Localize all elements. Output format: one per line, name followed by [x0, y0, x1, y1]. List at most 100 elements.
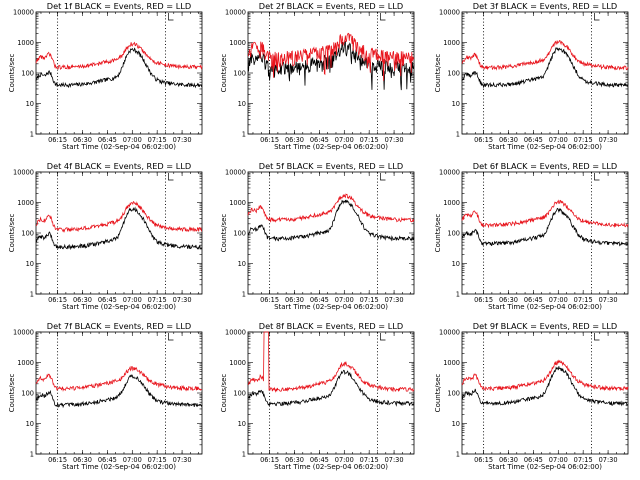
x-tick-label: 06:15 — [260, 456, 279, 464]
x-axis-label: Start Time (02-Sep-04 06:02:00) — [488, 463, 602, 471]
x-tick-label: 07:00 — [123, 296, 142, 304]
x-tick-label: 06:45 — [310, 296, 329, 304]
panel-title: Det 7f BLACK = Events, RED = LLD — [47, 321, 191, 331]
y-axis-label: Counts/sec — [220, 54, 228, 93]
panel-8: Det 8f BLACK = Events, RED = LLD 1 10 100 10… — [220, 321, 415, 471]
y-tick-label: 10000 — [225, 168, 246, 176]
lld-series-line — [247, 193, 415, 223]
y-tick-label: 1 — [242, 290, 246, 298]
events-series-line — [35, 206, 203, 251]
panel-title: Det 5f BLACK = Events, RED = LLD — [259, 161, 403, 171]
panel-title: Det 8f BLACK = Events, RED = LLD — [259, 321, 403, 331]
y-tick-label: 100 — [447, 229, 460, 237]
y-tick-label: 1 — [456, 130, 460, 138]
panel-title: Det 2f BLACK = Events, RED = LLD — [259, 1, 403, 11]
events-series-line — [35, 47, 203, 89]
x-tick-label: 06:45 — [98, 296, 117, 304]
y-tick-label: 1 — [242, 450, 246, 458]
x-tick-label: 07:15 — [148, 456, 167, 464]
marker-bracket — [594, 173, 600, 181]
panel-title: Det 3f BLACK = Events, RED = LLD — [473, 1, 617, 11]
panel-title: Det 1f BLACK = Events, RED = LLD — [47, 1, 191, 11]
x-tick-label: 06:15 — [48, 296, 67, 304]
y-tick-label: 1 — [30, 130, 34, 138]
x-axis-label: Start Time (02-Sep-04 06:02:00) — [62, 303, 176, 311]
x-tick-label: 06:45 — [310, 456, 329, 464]
x-tick-label: 07:15 — [148, 136, 167, 144]
y-tick-label: 10 — [452, 260, 460, 268]
lld-series-line — [461, 199, 629, 229]
lld-series-line — [247, 32, 415, 81]
lld-series-line — [35, 201, 203, 233]
panel-5: Det 5f BLACK = Events, RED = LLD 1 10 100 10… — [220, 161, 415, 311]
x-tick-label: 06:15 — [260, 296, 279, 304]
y-tick-label: 100 — [21, 69, 34, 77]
y-tick-label: 10000 — [13, 8, 34, 16]
y-axis-label: Counts/sec — [8, 214, 16, 253]
y-axis-label: Counts/sec — [8, 374, 16, 413]
x-tick-label: 07:30 — [385, 296, 404, 304]
x-tick-label: 06:45 — [98, 456, 117, 464]
x-tick-label: 06:30 — [73, 296, 92, 304]
y-tick-label: 1000 — [17, 199, 34, 207]
y-tick-label: 10000 — [439, 168, 460, 176]
y-tick-label: 10000 — [439, 8, 460, 16]
panel-9: Det 9f BLACK = Events, RED = LLD 1 10 100 10… — [434, 321, 629, 471]
marker-bracket — [168, 333, 174, 341]
y-tick-label: 10 — [238, 420, 246, 428]
x-tick-label: 06:45 — [524, 136, 543, 144]
panel-6: Det 6f BLACK = Events, RED = LLD 1 10 100 10… — [434, 161, 629, 311]
y-tick-label: 10000 — [13, 168, 34, 176]
y-tick-label: 10000 — [225, 8, 246, 16]
x-tick-label: 07:00 — [335, 296, 354, 304]
y-tick-label: 100 — [21, 229, 34, 237]
x-tick-label: 06:15 — [48, 456, 67, 464]
x-tick-label: 07:30 — [173, 456, 192, 464]
x-axis-label: Start Time (02-Sep-04 06:02:00) — [488, 143, 602, 151]
x-tick-label: 07:30 — [599, 296, 618, 304]
events-series-line — [247, 199, 415, 242]
x-tick-label: 07:30 — [385, 136, 404, 144]
y-tick-label: 10 — [26, 100, 34, 108]
y-axis-label: Counts/sec — [434, 214, 442, 253]
marker-bracket — [168, 173, 174, 181]
x-tick-label: 07:00 — [549, 296, 568, 304]
x-tick-label: 07:30 — [385, 456, 404, 464]
y-tick-label: 1000 — [17, 39, 34, 47]
y-tick-label: 1000 — [443, 39, 460, 47]
panel-2: Det 2f BLACK = Events, RED = LLD 1 10 100 10… — [220, 1, 415, 151]
x-tick-label: 07:15 — [574, 136, 593, 144]
y-tick-label: 100 — [233, 229, 246, 237]
y-tick-label: 100 — [233, 389, 246, 397]
events-series-line — [461, 207, 629, 247]
x-tick-label: 07:15 — [148, 296, 167, 304]
x-tick-label: 06:15 — [474, 136, 493, 144]
x-tick-label: 06:15 — [474, 296, 493, 304]
x-axis-label: Start Time (02-Sep-04 06:02:00) — [274, 303, 388, 311]
x-tick-label: 06:15 — [474, 456, 493, 464]
x-tick-label: 06:30 — [499, 456, 518, 464]
y-tick-label: 10 — [238, 100, 246, 108]
y-tick-label: 10 — [452, 420, 460, 428]
y-tick-label: 100 — [447, 389, 460, 397]
x-tick-label: 07:15 — [360, 136, 379, 144]
lld-series-line — [461, 40, 629, 71]
x-tick-label: 07:00 — [549, 456, 568, 464]
y-tick-label: 1 — [456, 290, 460, 298]
x-tick-label: 07:30 — [173, 296, 192, 304]
marker-bracket — [594, 333, 600, 341]
x-tick-label: 06:15 — [260, 136, 279, 144]
x-tick-label: 06:15 — [48, 136, 67, 144]
x-axis-label: Start Time (02-Sep-04 06:02:00) — [62, 463, 176, 471]
y-tick-label: 100 — [21, 389, 34, 397]
y-axis-label: Counts/sec — [8, 54, 16, 93]
x-tick-label: 06:30 — [73, 136, 92, 144]
panel-4: Det 4f BLACK = Events, RED = LLD 1 10 100 10… — [8, 161, 203, 311]
x-tick-label: 07:30 — [599, 456, 618, 464]
x-tick-label: 06:30 — [285, 296, 304, 304]
y-axis-label: Counts/sec — [220, 374, 228, 413]
y-axis-label: Counts/sec — [220, 214, 228, 253]
marker-bracket — [380, 13, 386, 21]
events-series-line — [247, 369, 415, 407]
y-axis-label: Counts/sec — [434, 54, 442, 93]
